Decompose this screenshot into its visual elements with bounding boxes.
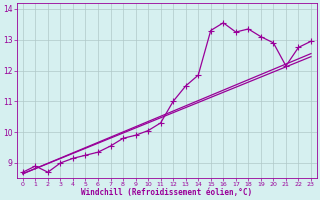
- X-axis label: Windchill (Refroidissement éolien,°C): Windchill (Refroidissement éolien,°C): [81, 188, 252, 197]
